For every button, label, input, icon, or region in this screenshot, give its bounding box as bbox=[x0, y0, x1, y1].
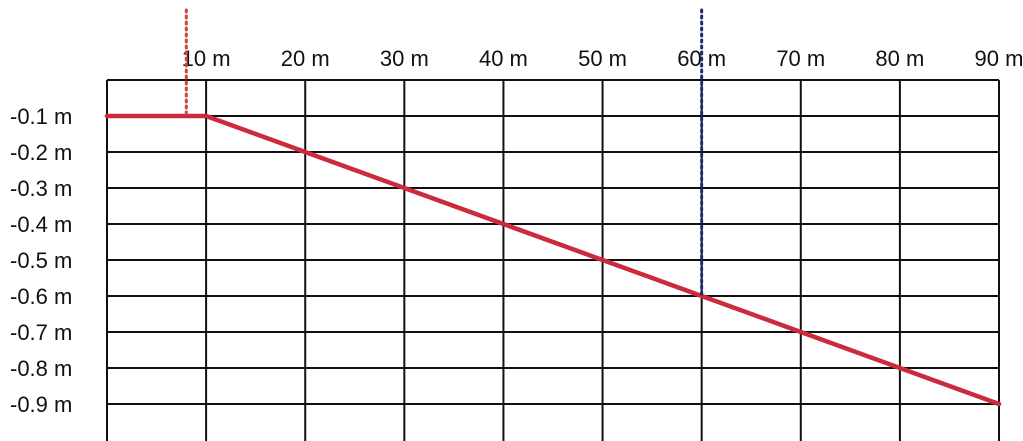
series-point bbox=[203, 113, 209, 119]
x-tick-label: 20 m bbox=[281, 46, 330, 71]
series-point bbox=[600, 257, 605, 263]
x-tick-label: 50 m bbox=[578, 46, 627, 71]
x-tick-label: 40 m bbox=[479, 46, 528, 71]
plot-border bbox=[106, 79, 1000, 441]
x-axis-tick-labels: 10 m 20 m 30 m 40 m 50 m 60 m 70 m 80 m 90 m bbox=[182, 46, 1023, 71]
series-point bbox=[104, 113, 110, 119]
y-tick-label: -0.2 m bbox=[10, 140, 72, 165]
y-tick-label: -0.7 m bbox=[10, 320, 72, 345]
series-point bbox=[897, 365, 903, 371]
x-tick-label: 30 m bbox=[380, 46, 429, 71]
series-point bbox=[501, 221, 506, 227]
y-tick-label: -0.1 m bbox=[10, 104, 72, 129]
x-tick-label: 80 m bbox=[875, 46, 924, 71]
x-tick-label: 70 m bbox=[776, 46, 825, 71]
series-point bbox=[402, 185, 407, 191]
y-tick-label: -0.3 m bbox=[10, 176, 72, 201]
series-point bbox=[996, 401, 1002, 407]
series-layer bbox=[104, 113, 1002, 407]
x-tick-label: 90 m bbox=[975, 46, 1023, 71]
marker-lines bbox=[184, 8, 704, 298]
grid bbox=[107, 80, 999, 441]
y-axis-tick-labels: -0.1 m -0.2 m -0.3 m -0.4 m -0.5 m -0.6 m -0.7… bbox=[10, 104, 72, 417]
y-tick-label: -0.4 m bbox=[10, 212, 72, 237]
y-tick-label: -0.8 m bbox=[10, 356, 72, 381]
series-point bbox=[798, 329, 803, 335]
x-tick-label: 10 m bbox=[182, 46, 231, 71]
y-tick-label: -0.6 m bbox=[10, 284, 72, 309]
series-point bbox=[303, 149, 308, 155]
y-tick-label: -0.5 m bbox=[10, 248, 72, 273]
y-tick-label: -0.9 m bbox=[10, 392, 72, 417]
series-line bbox=[104, 113, 1002, 407]
